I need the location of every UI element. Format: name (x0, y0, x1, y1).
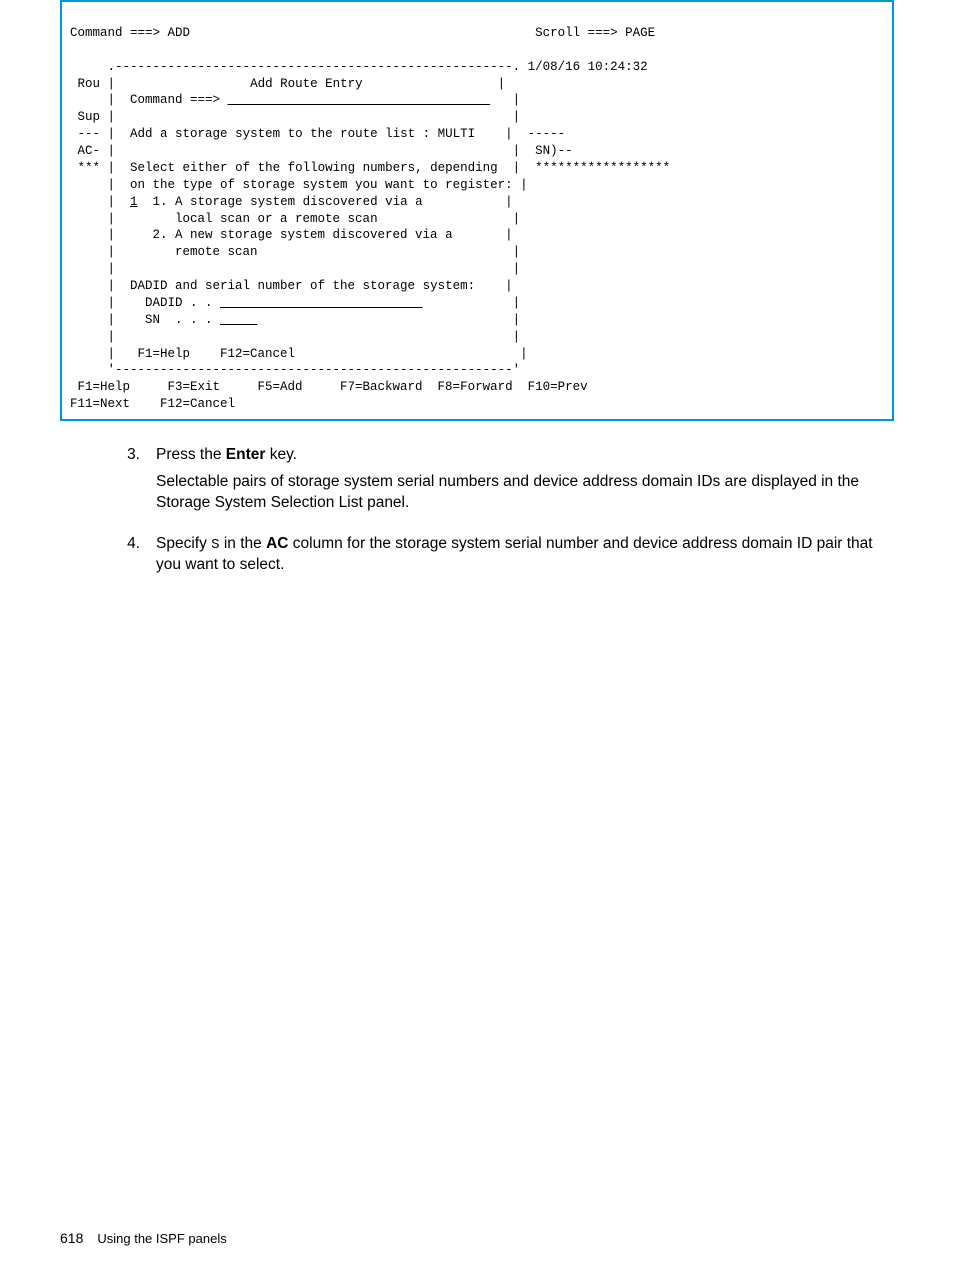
terminal-panel: Command ===> ADD Scroll ===> PAGE .-----… (60, 0, 894, 421)
dadid-input[interactable] (220, 296, 423, 310)
select-header2: on the type of storage system you want t… (130, 178, 513, 192)
step-4-p1: Specify S in the AC column for the stora… (156, 534, 894, 576)
dialog-line1: Add a storage system to the route list :… (130, 127, 475, 141)
left-col-3: --- (78, 127, 101, 141)
timestamp: 1/08/16 10:24:32 (528, 60, 648, 74)
choice-marker[interactable]: 1 (130, 195, 138, 209)
scroll-line[interactable]: Scroll ===> PAGE (535, 26, 655, 40)
step-3-p1: Press the Enter key. (156, 445, 894, 466)
right-dashes: ----- (528, 127, 566, 141)
choice1a: 1. A storage system discovered via a (153, 195, 423, 209)
dialog-cmd-label: Command ===> (130, 93, 228, 107)
step-3-p2: Selectable pairs of storage system seria… (156, 472, 894, 514)
left-col-5: *** (78, 161, 101, 175)
dadid-label: DADID . . (145, 296, 220, 310)
left-col-2: Sup (78, 110, 101, 124)
bottom-keys-1: F1=Help F3=Exit F5=Add F7=Backward F8=Fo… (70, 380, 588, 394)
instruction-steps: 3. Press the Enter key. Selectable pairs… (60, 445, 894, 582)
dialog-keys: F1=Help F12=Cancel (138, 347, 296, 361)
left-col-0: Rou (78, 77, 101, 91)
sn-input[interactable] (220, 313, 258, 327)
sn-label: SN . . . (145, 313, 220, 327)
choice1b: local scan or a remote scan (175, 212, 378, 226)
step-3: 3. Press the Enter key. Selectable pairs… (60, 445, 894, 520)
bottom-keys-2: F11=Next F12=Cancel (70, 397, 235, 411)
right-stars: ****************** (535, 161, 670, 175)
dialog-title: Add Route Entry (250, 77, 363, 91)
right-sn: SN)-- (535, 144, 573, 158)
select-header: Select either of the following numbers, … (130, 161, 498, 175)
step-4-num: 4. (60, 534, 156, 582)
footer-title: Using the ISPF panels (97, 1231, 226, 1246)
cmd-line-left[interactable]: Command ===> ADD (70, 26, 190, 40)
choice2b: remote scan (175, 245, 258, 259)
dialog-cmd-input[interactable] (228, 93, 491, 107)
step-4: 4. Specify S in the AC column for the st… (60, 534, 894, 582)
page-footer: 618 Using the ISPF panels (60, 1230, 227, 1246)
choice2a: 2. A new storage system discovered via a (153, 228, 453, 242)
page-number: 618 (60, 1230, 83, 1246)
step-3-num: 3. (60, 445, 156, 520)
dadid-header: DADID and serial number of the storage s… (130, 279, 475, 293)
left-col-4: AC- (78, 144, 101, 158)
